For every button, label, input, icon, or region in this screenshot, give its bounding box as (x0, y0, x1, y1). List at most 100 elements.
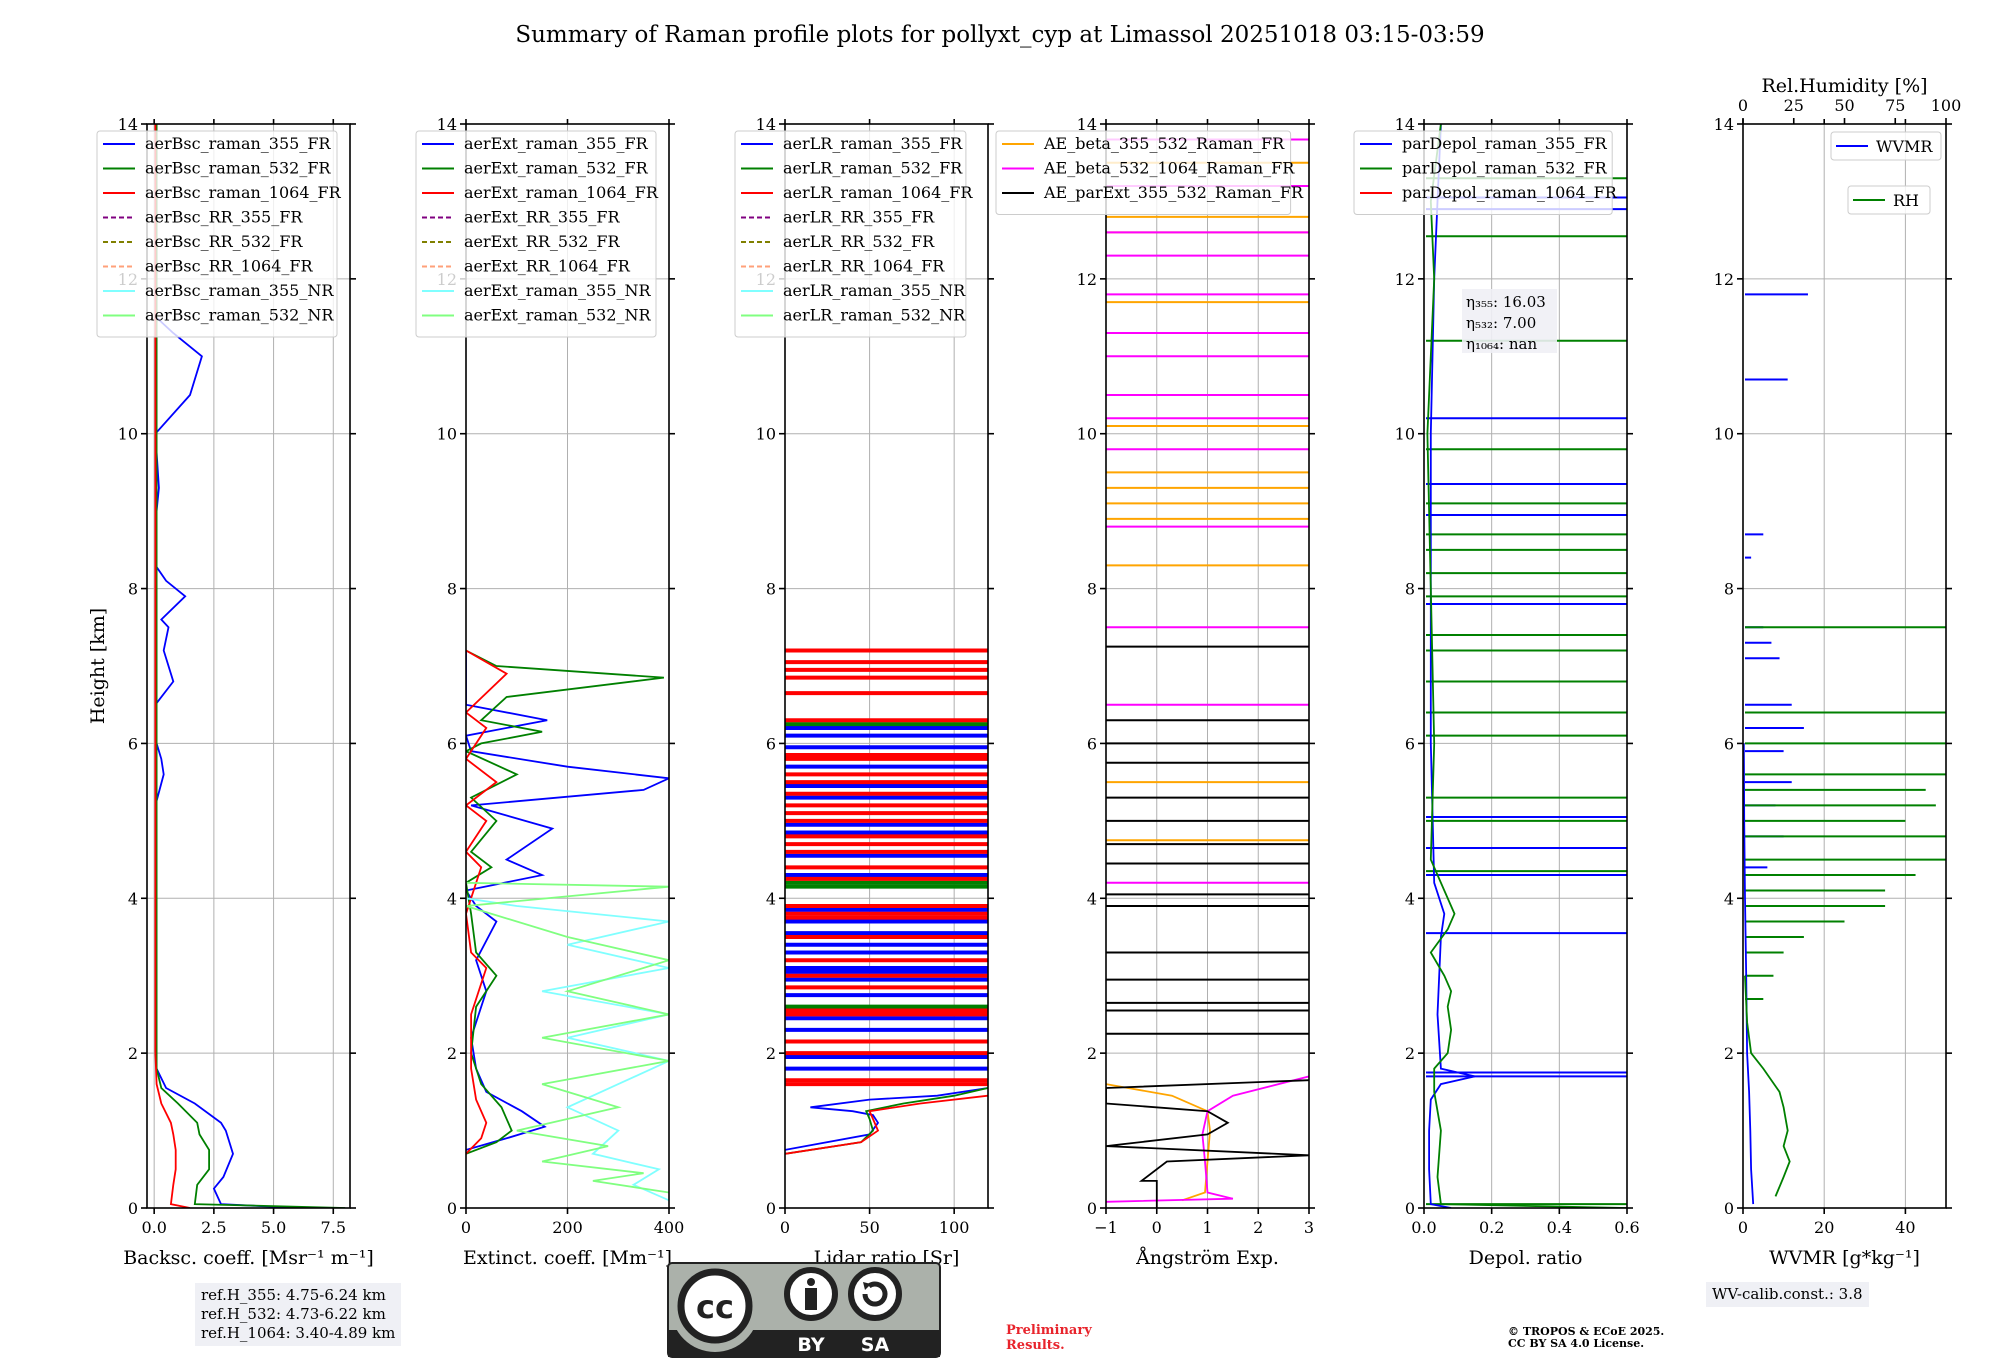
legend-label: aerLR_RR_1064_FR (783, 257, 945, 276)
legend-label: aerBsc_raman_532_NR (145, 306, 334, 325)
axes-frame (146, 123, 351, 1209)
x-tick-label: 1 (1202, 1218, 1212, 1237)
plot-area-lr (785, 648, 988, 1155)
y-tick-label: 14 (118, 115, 138, 134)
legend-label: aerBsc_RR_1064_FR (145, 257, 314, 276)
x2-tick-label: 100 (1931, 96, 1962, 115)
legend-label: aerExt_raman_532_FR (464, 159, 649, 178)
plot-area-depol (1426, 124, 1627, 1208)
plot-area-ext (466, 649, 669, 1202)
x-tick-label: 40 (1895, 1218, 1915, 1237)
legend-label: aerExt_RR_355_FR (464, 208, 621, 227)
series-aerBsc_raman_1064_FR (154, 124, 191, 1208)
panel-ext: 020040002468101214Extinct. coeff. [Mm⁻¹]… (415, 115, 684, 1269)
legend-label: aerExt_RR_532_FR (464, 232, 621, 251)
y-tick-label: 4 (1724, 889, 1734, 908)
eta-annotation-box (1462, 289, 1557, 353)
y-tick-label: 10 (118, 425, 138, 444)
legend-box (1353, 130, 1613, 215)
series-RH (1744, 975, 1791, 1197)
y-tick-label: 12 (1077, 270, 1097, 289)
preliminary-line-1: Preliminary (1006, 1323, 1092, 1338)
y-tick-label: 12 (1714, 270, 1734, 289)
x-tick-label: 20 (1814, 1218, 1834, 1237)
series-aerExt_raman_355_NR (466, 897, 669, 1202)
x-tick-label: 7.5 (321, 1218, 346, 1237)
series-AE_beta_355_532_Raman_FR (1106, 1083, 1211, 1202)
y-tick-label: 10 (756, 425, 776, 444)
y-tick-label: 8 (1087, 580, 1097, 599)
x-tick-label: 200 (552, 1218, 583, 1237)
copyright-note: © TROPOS & ECoE 2025. CC BY SA 4.0 Licen… (1508, 1326, 1664, 1350)
x2-axis-label: Rel.Humidity [%] (1761, 75, 1927, 97)
legend-label: aerLR_RR_532_FR (783, 232, 935, 251)
legend-label: aerBsc_raman_355_FR (145, 134, 331, 153)
x-axis-label: Extinct. coeff. [Mm⁻¹] (463, 1247, 672, 1269)
y-tick-label: 14 (756, 115, 776, 134)
legend-label: aerLR_raman_355_NR (783, 281, 966, 300)
y-tick-label: 8 (1405, 580, 1415, 599)
y-tick-label: 0 (447, 1199, 457, 1218)
series-parDepol_raman_532_FR (1426, 124, 1627, 1208)
legend-label: aerBsc_RR_355_FR (145, 208, 303, 227)
y-tick-label: 10 (1714, 425, 1734, 444)
panel-depol: 0.0 0.2 0.4 0.6 0 2 4 6 8 10 12 14 Depol. ratio parDe… (1353, 115, 1640, 1269)
y-tick-label: 14 (1395, 115, 1415, 134)
x-axis-label: Depol. ratio (1469, 1247, 1583, 1269)
preliminary-results-note: Preliminary Results. (1006, 1323, 1092, 1353)
x-axis-label: Ångström Exp. (1135, 1247, 1279, 1269)
series-WVMR (1743, 743, 1755, 1205)
series-aerExt_raman_532_NR (466, 881, 669, 1194)
y-tick-label: 4 (1087, 889, 1097, 908)
y-axis-label: Height [km] (87, 608, 109, 724)
ref-height-355: ref.H_355: 4.75-6.24 km (201, 1286, 386, 1304)
sa-share-icon (848, 1267, 902, 1321)
y-tick-label: 0 (1405, 1199, 1415, 1218)
axes-frame (1742, 123, 1947, 1209)
series-aerBsc_raman_532_FR (155, 124, 346, 1208)
legend-box (734, 130, 967, 338)
y-tick-label: 6 (766, 734, 776, 753)
x2-tick-label: 25 (1784, 96, 1804, 115)
x-tick-label: 0 (1152, 1218, 1162, 1237)
legend-label: aerLR_raman_355_FR (783, 134, 963, 153)
y-tick-label: 14 (437, 115, 457, 134)
y-tick-label: 6 (128, 734, 138, 753)
by-label: BY (797, 1334, 824, 1356)
x2-tick-label: 0 (1738, 96, 1748, 115)
x-tick-label: 100 (939, 1218, 970, 1237)
legend-box (96, 130, 338, 338)
legend-label: aerExt_raman_355_NR (464, 281, 652, 300)
series-aerExt_raman_1064_FR (466, 649, 509, 1155)
panel-lr: 05010002468101214Lidar ratio [Sr]aerLR_r… (734, 115, 994, 1269)
x-tick-label: 0 (461, 1218, 471, 1237)
x-tick-label: 0.6 (1614, 1218, 1639, 1237)
series-aerLR_raman_355_FR (785, 1087, 988, 1151)
eta-annotation-line: η₁₀₆₄: nan (1466, 335, 1537, 353)
axes-frame (1423, 123, 1628, 1209)
y-tick-label: 0 (128, 1199, 138, 1218)
y-tick-label: 4 (766, 889, 776, 908)
y-tick-label: 2 (1405, 1044, 1415, 1063)
series-AE_parExt_355_532_Raman_FR (1106, 1079, 1309, 1208)
x-tick-label: 2 (1253, 1218, 1263, 1237)
x2-tick-label: 50 (1834, 96, 1854, 115)
plot-area-wv (1743, 293, 1946, 1205)
x-tick-label: −1 (1094, 1218, 1118, 1237)
legend-label: AE_parExt_355_532_Raman_FR (1043, 183, 1304, 202)
eta-annotation-line: η₃₅₅: 16.03 (1466, 293, 1546, 311)
y-tick-label: 10 (1395, 425, 1415, 444)
legend-label: aerBsc_raman_1064_FR (145, 183, 342, 202)
y-tick-label: 14 (1077, 115, 1097, 134)
x-axis-label: Backsc. coeff. [Msr⁻¹ m⁻¹] (123, 1247, 374, 1269)
y-tick-label: 10 (437, 425, 457, 444)
copyright-line-2: CC BY SA 4.0 License. (1508, 1337, 1645, 1350)
cc-text: cc (696, 1288, 734, 1326)
axes-frame (784, 123, 989, 1209)
x-tick-label: 0 (780, 1218, 790, 1237)
legend-box (1830, 131, 1942, 161)
reference-heights-box: ref.H_355: 4.75-6.24 km ref.H_532: 4.73-… (195, 1283, 402, 1346)
y-tick-label: 6 (1724, 734, 1734, 753)
legend-label: aerLR_raman_1064_FR (783, 183, 973, 202)
y-tick-label: 4 (447, 889, 457, 908)
